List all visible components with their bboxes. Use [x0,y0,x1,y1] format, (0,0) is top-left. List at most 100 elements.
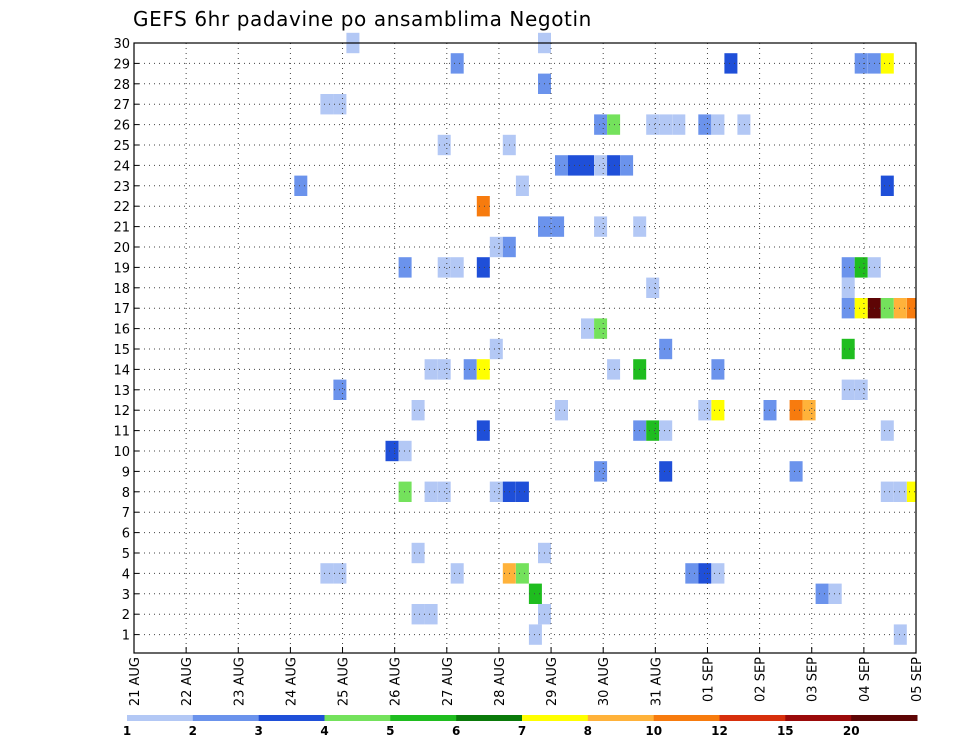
precip-cell [659,338,673,360]
legend-swatch [127,715,194,721]
precip-cell [476,257,490,278]
y-tick-label: 8 [122,486,130,501]
precip-cell [463,359,477,380]
precip-cell [320,563,334,584]
y-tick-label: 18 [113,282,130,297]
precip-cell [476,359,490,380]
precip-cell [515,563,529,584]
legend-swatch [851,715,918,721]
x-tick-label: 29 AUG [545,657,560,706]
precip-cell [880,420,894,441]
legend-swatch [785,715,852,721]
precip-cell [841,379,855,400]
y-tick-label: 1 [122,629,130,644]
precip-cell [711,563,725,584]
x-tick-label: 05 SEP [910,657,925,702]
x-tick-label: 27 AUG [441,657,456,706]
precip-cell [854,53,868,74]
y-tick-label: 13 [113,384,130,399]
y-tick-label: 12 [113,404,130,419]
y-tick-label: 6 [122,527,130,542]
x-tick-label: 02 SEP [754,657,769,702]
y-tick-label: 9 [122,465,130,480]
x-tick-label: 26 AUG [389,657,404,706]
precip-cell [711,400,725,421]
precip-cell [489,236,503,258]
legend-label: 12 [711,724,728,738]
precip-cell [551,216,565,237]
legend-swatch [258,715,325,721]
y-tick-label: 2 [122,608,130,623]
precip-cell [476,196,490,217]
legend-label: 4 [320,724,328,738]
precip-cell [515,481,529,502]
precipitation-cells [294,32,916,645]
precip-cell [789,400,803,421]
y-tick-label: 30 [113,37,130,52]
x-tick-label: 21 AUG [128,657,143,706]
precip-cell [841,338,855,360]
legend-swatch [587,715,655,721]
y-tick-label: 11 [113,425,130,440]
precip-cell [320,94,334,115]
precip-cell [685,563,699,584]
precip-cell [646,114,660,135]
precip-cell [880,481,894,502]
precip-cell [841,277,855,298]
x-tick-label: 23 AUG [232,657,247,706]
y-tick-label: 21 [113,221,130,236]
legend-swatch [456,715,523,721]
legend-label: 10 [645,724,662,738]
y-tick-label: 27 [113,98,130,113]
precip-cell [515,175,529,196]
precip-cell [424,604,438,625]
y-tick-label: 25 [113,139,130,154]
precip-cell [880,175,894,196]
precip-cell [828,583,842,604]
precip-cell [594,155,608,176]
y-tick-label: 23 [113,180,130,195]
precip-cell [398,440,412,462]
precip-cell [398,257,412,278]
precip-cell [659,461,673,482]
precip-cell [893,624,907,645]
precip-cell [724,53,738,74]
precip-cell [594,114,608,135]
precip-cell [476,420,490,441]
chart-title: GEFS 6hr padavine po ansamblima Negotin [133,7,592,31]
x-tick-label: 28 AUG [493,657,508,706]
legend-label: 2 [189,724,197,738]
x-tick-label: 30 AUG [597,657,612,706]
precip-cell [789,461,803,482]
legend-swatch [719,715,786,721]
y-axis: 1234567891011121314151617181920212223242… [113,37,139,644]
precip-cell [385,440,399,462]
y-tick-label: 17 [113,302,130,317]
x-tick-label: 22 AUG [180,657,195,706]
precip-cell [854,257,868,278]
x-tick-label: 01 SEP [701,657,716,702]
precip-cell [659,420,673,441]
precip-cell [607,114,621,135]
y-tick-label: 15 [113,343,130,358]
legend-swatch [192,715,260,721]
precip-cell [893,481,907,502]
precip-cell [555,155,568,176]
precip-cell [450,563,464,584]
precip-cell [880,298,894,319]
legend-swatch [390,715,457,721]
legend-label: 6 [452,724,460,738]
precip-cell [841,257,855,278]
precip-cell [607,359,621,380]
y-tick-label: 4 [122,567,130,582]
x-tick-label: 03 SEP [806,657,821,702]
precip-cell [672,114,686,135]
legend-label: 5 [386,724,394,738]
legend-label: 3 [255,724,263,738]
precip-cell [659,114,673,135]
precip-cell [594,216,608,237]
x-tick-label: 31 AUG [649,657,664,706]
precip-cell [411,604,425,625]
legend-label: 8 [584,724,592,738]
